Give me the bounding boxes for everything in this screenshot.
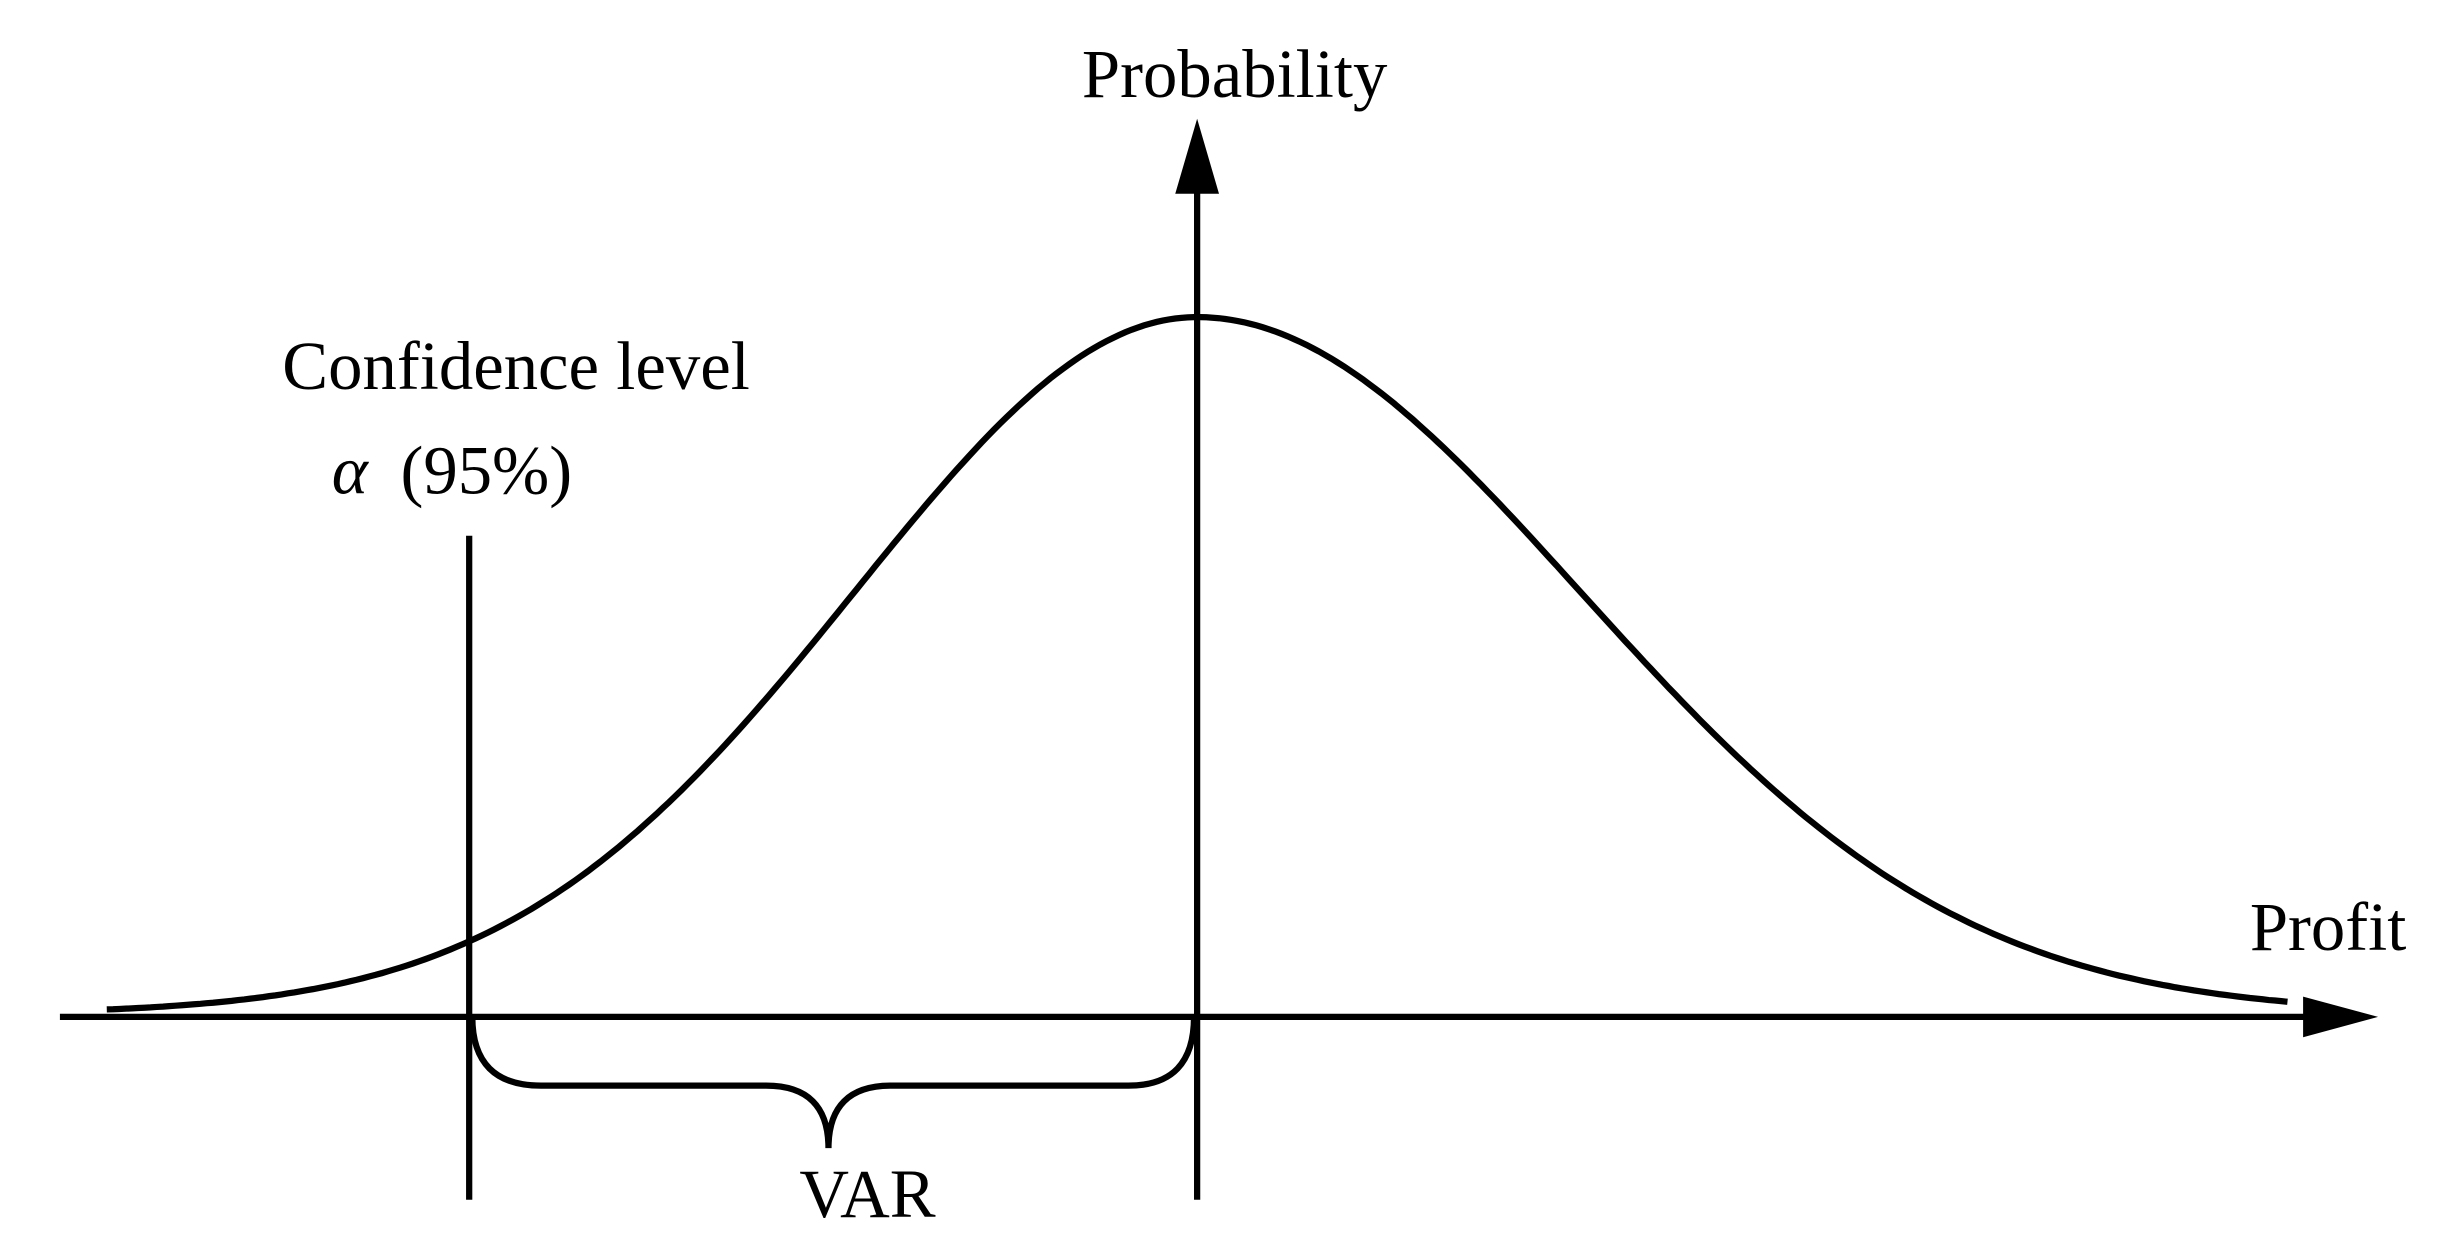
- x-axis-label: Profit: [2250, 889, 2407, 965]
- var-label: VAR: [799, 1156, 935, 1232]
- confidence-label: Confidence level: [282, 328, 749, 404]
- y-axis-arrow: [1175, 118, 1219, 194]
- y-axis-label: Probability: [1082, 36, 1388, 112]
- x-axis-arrow: [2303, 996, 2379, 1038]
- alpha-symbol: α: [332, 433, 370, 509]
- confidence-value: (95%): [400, 433, 572, 509]
- distribution-curve: [106, 313, 2288, 1013]
- var-brace: [469, 1016, 1198, 1149]
